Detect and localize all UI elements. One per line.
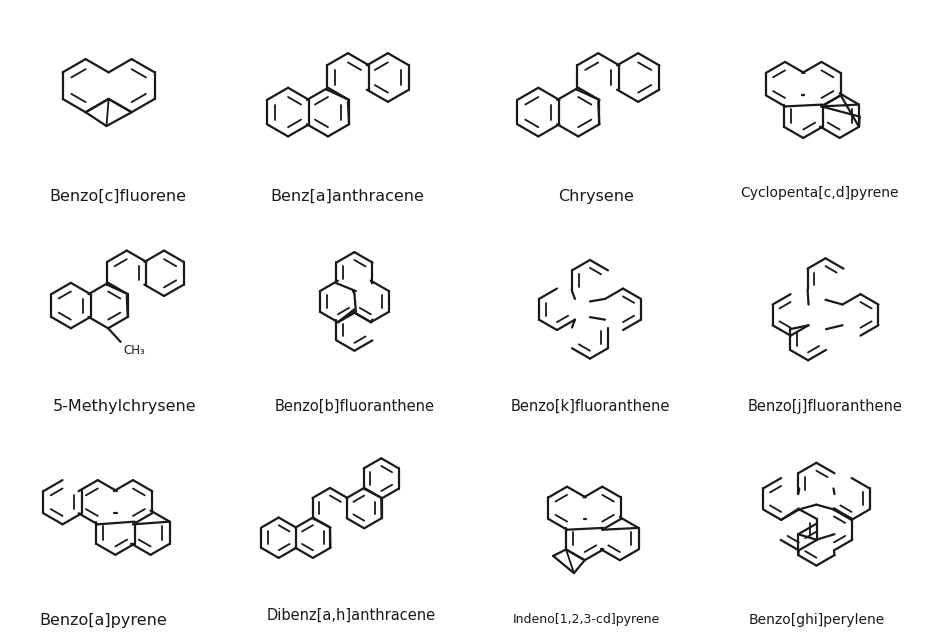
Text: 5-Methylchrysene: 5-Methylchrysene — [53, 399, 197, 414]
Text: Benzo[b]fluoranthene: Benzo[b]fluoranthene — [275, 399, 434, 414]
Text: Indeno[1,2,3-cd]pyrene: Indeno[1,2,3-cd]pyrene — [513, 613, 660, 626]
Text: Dibenz[a,h]anthracene: Dibenz[a,h]anthracene — [267, 608, 436, 623]
Text: Benzo[ghi]perylene: Benzo[ghi]perylene — [749, 613, 884, 627]
Text: Benzo[j]fluoranthene: Benzo[j]fluoranthene — [748, 399, 902, 414]
Text: Chrysene: Chrysene — [558, 189, 634, 204]
Text: Cyclopenta[c,d]pyrene: Cyclopenta[c,d]pyrene — [740, 186, 899, 200]
Text: Benzo[c]fluorene: Benzo[c]fluorene — [49, 188, 187, 204]
Text: Benzo[a]pyrene: Benzo[a]pyrene — [40, 613, 167, 628]
Text: Benzo[k]fluoranthene: Benzo[k]fluoranthene — [510, 399, 670, 414]
Text: CH₃: CH₃ — [123, 344, 144, 356]
Text: Benz[a]anthracene: Benz[a]anthracene — [271, 189, 425, 204]
